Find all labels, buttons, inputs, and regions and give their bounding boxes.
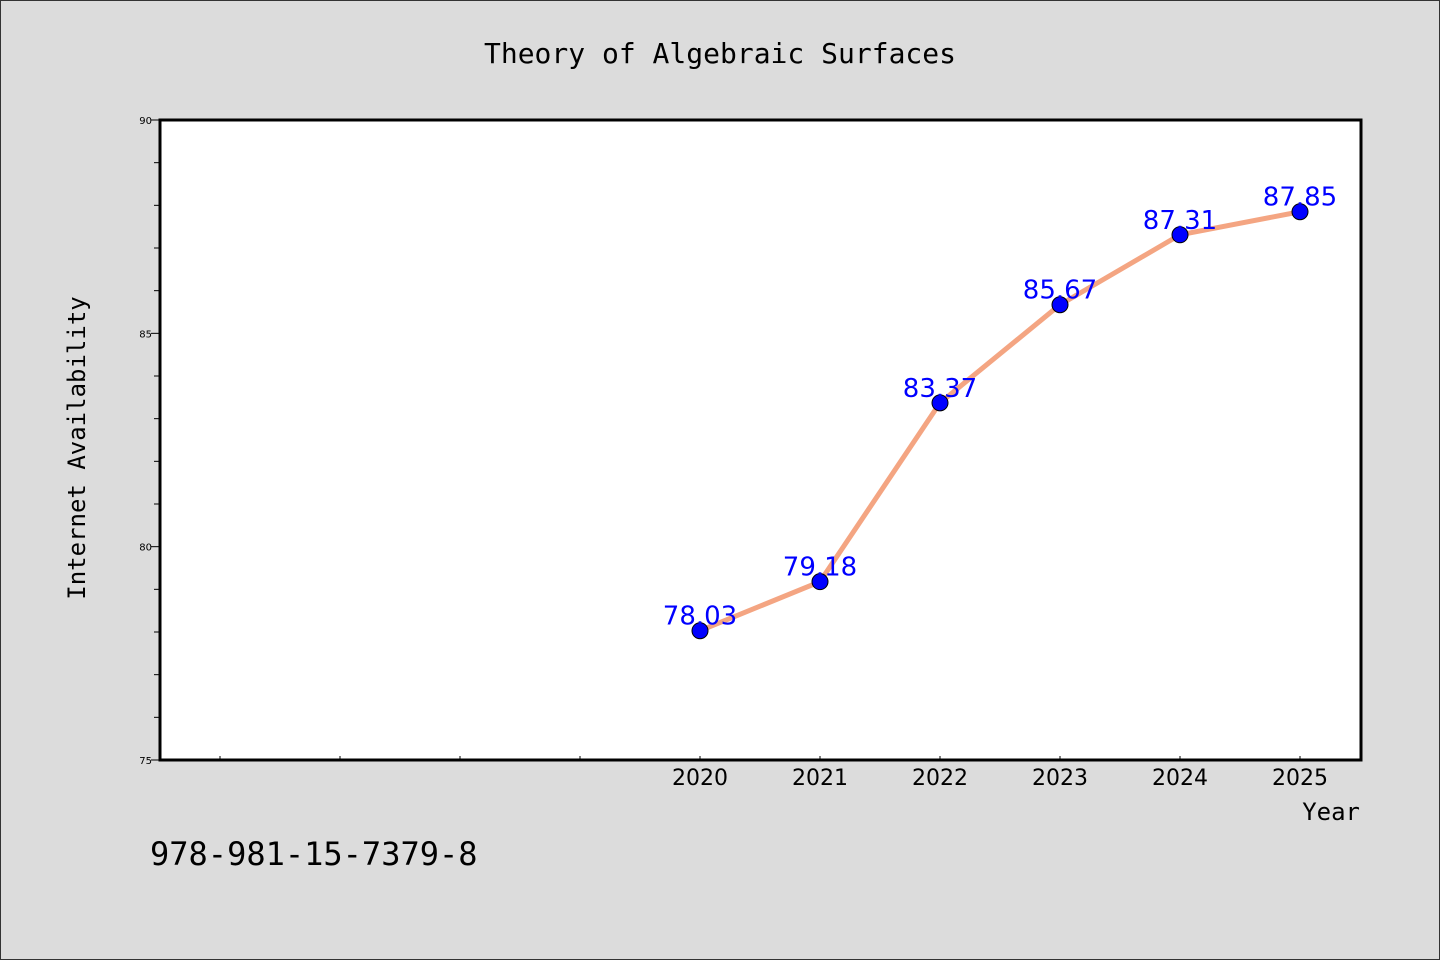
y-tick-label: 85 <box>139 329 152 340</box>
data-point <box>691 622 709 640</box>
data-markers <box>691 203 1309 640</box>
x-tick-label: 2025 <box>1272 766 1328 791</box>
x-axis-ticks: 2020 2021 2022 2023 2024 2025 <box>219 756 1328 791</box>
data-point <box>1291 203 1309 221</box>
data-point <box>1051 296 1069 314</box>
data-point <box>811 573 829 591</box>
data-label: 78.03 <box>663 602 737 632</box>
y-tick-label: 75 <box>139 756 152 767</box>
data-point <box>931 394 949 412</box>
y-tick-label: 80 <box>139 543 152 554</box>
series-line <box>697 209 1303 634</box>
data-label: 85.67 <box>1023 276 1097 306</box>
data-label: 79.18 <box>783 553 857 583</box>
isbn-text: 978-981-15-7379-8 <box>150 835 478 873</box>
x-tick-label: 2022 <box>912 766 968 791</box>
data-label: 87.31 <box>1143 206 1217 236</box>
chart-title: Theory of Algebraic Surfaces <box>484 37 956 70</box>
x-tick-label: 2020 <box>672 766 728 791</box>
data-point <box>1171 226 1189 244</box>
y-axis-label: Internet Availability <box>63 296 91 599</box>
y-tick-label: 90 <box>139 116 152 127</box>
data-label: 83.37 <box>903 374 977 404</box>
plot-area <box>158 118 1363 762</box>
x-axis-label: Year <box>1302 798 1360 826</box>
x-tick-label: 2023 <box>1032 766 1088 791</box>
data-label: 87.85 <box>1263 183 1337 213</box>
x-tick-label: 2024 <box>1152 766 1208 791</box>
y-axis-ticks: 75 80 85 90 <box>139 116 160 767</box>
x-tick-label: 2021 <box>792 766 848 791</box>
data-labels: 78.03 79.18 83.37 85.67 87.31 87.85 <box>663 183 1337 632</box>
